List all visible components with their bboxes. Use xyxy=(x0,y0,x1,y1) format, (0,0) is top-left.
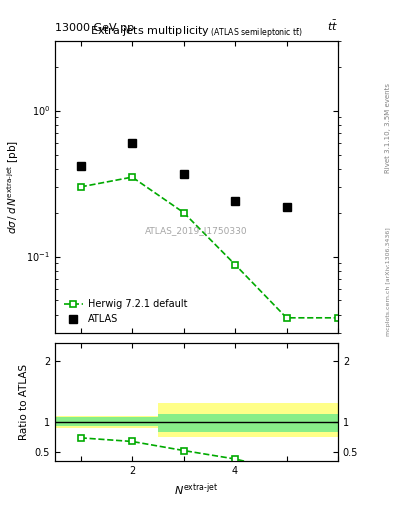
Herwig 7.2.1 default xyxy=(336,315,340,321)
Herwig 7.2.1 default xyxy=(233,262,237,268)
Text: mcplots.cern.ch [arXiv:1306.3436]: mcplots.cern.ch [arXiv:1306.3436] xyxy=(386,227,391,336)
Title: Extra jets multiplicity$\,$$_{\mathrm{(ATLAS\ semileptonic\ t\bar{t})}}$: Extra jets multiplicity$\,$$_{\mathrm{(A… xyxy=(90,25,303,41)
Bar xyxy=(107,417,158,426)
X-axis label: $N^{\mathrm{extra\text{-}jet}}$: $N^{\mathrm{extra\text{-}jet}}$ xyxy=(174,481,219,498)
ATLAS xyxy=(78,162,83,168)
Herwig 7.2.1 default xyxy=(78,184,83,190)
Bar xyxy=(158,403,209,437)
Herwig 7.2.1 default xyxy=(181,209,186,216)
Bar xyxy=(261,414,338,432)
Text: $t\bar{t}$: $t\bar{t}$ xyxy=(327,19,338,33)
Bar xyxy=(209,403,261,437)
Line: ATLAS: ATLAS xyxy=(77,139,291,211)
ATLAS xyxy=(130,140,134,146)
ATLAS xyxy=(284,203,289,209)
Herwig 7.2.1 default xyxy=(130,174,134,180)
Herwig 7.2.1 default xyxy=(284,315,289,321)
Bar xyxy=(107,416,158,428)
ATLAS xyxy=(181,170,186,177)
Line: Herwig 7.2.1 default: Herwig 7.2.1 default xyxy=(77,174,342,322)
Text: 13000 GeV pp: 13000 GeV pp xyxy=(55,23,134,33)
Bar xyxy=(55,416,107,428)
Text: ATLAS_2019_I1750330: ATLAS_2019_I1750330 xyxy=(145,226,248,235)
Y-axis label: Ratio to ATLAS: Ratio to ATLAS xyxy=(19,364,29,440)
Bar xyxy=(55,417,107,426)
Legend: Herwig 7.2.1 default, ATLAS: Herwig 7.2.1 default, ATLAS xyxy=(60,295,191,328)
Bar xyxy=(261,403,338,437)
Y-axis label: $d\sigma\,/\,d\,N^{\mathrm{extra\text{-}jet}}$ [pb]: $d\sigma\,/\,d\,N^{\mathrm{extra\text{-}… xyxy=(5,140,21,234)
Text: Rivet 3.1.10, 3.5M events: Rivet 3.1.10, 3.5M events xyxy=(385,83,391,173)
Bar xyxy=(209,414,261,432)
Bar xyxy=(158,414,209,432)
ATLAS xyxy=(233,198,237,204)
